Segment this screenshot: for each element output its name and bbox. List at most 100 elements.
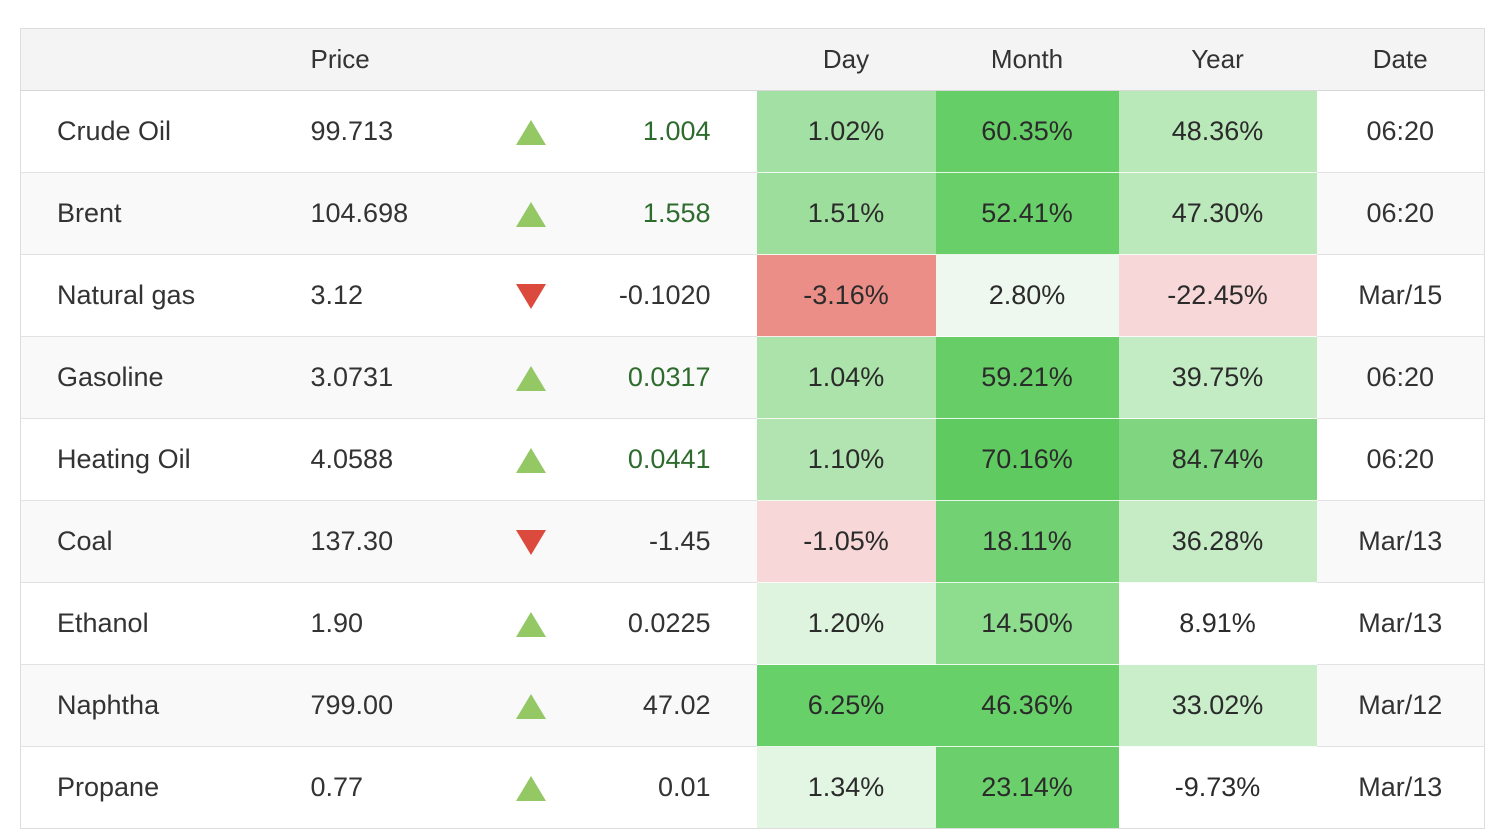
header-name <box>20 28 311 91</box>
arrow-cell <box>460 336 601 419</box>
header-day: Day <box>756 28 936 91</box>
commodities-table: Price Day Month Year Date Crude Oil 99.7… <box>20 28 1485 829</box>
day-percent-cell: 1.04% <box>756 336 936 419</box>
table-row: Coal 137.30 -1.45 -1.05% 18.11% 36.28% M… <box>20 500 1485 583</box>
price-value: 137.30 <box>310 500 461 583</box>
year-percent-cell: -22.45% <box>1118 254 1317 337</box>
change-value: -1.45 <box>600 500 757 583</box>
table-header: Price Day Month Year Date <box>20 28 1485 91</box>
table-row: Crude Oil 99.713 1.004 1.02% 60.35% 48.3… <box>21 90 1485 173</box>
arrow-cell <box>460 418 601 501</box>
day-percent-cell: 6.25% <box>756 664 936 747</box>
change-value: 1.004 <box>642 116 711 146</box>
commodity-name[interactable]: Ethanol <box>20 582 311 665</box>
commodities-table-container: Price Day Month Year Date Crude Oil 99.7… <box>20 28 1485 829</box>
commodity-name[interactable]: Naphtha <box>20 664 311 747</box>
date-value: 06:20 <box>1316 336 1485 419</box>
arrow-down-icon <box>515 284 546 310</box>
date-value: Mar/13 <box>1316 746 1485 829</box>
day-percent-cell: 1.02% <box>756 90 936 173</box>
commodity-name[interactable]: Gasoline <box>20 336 311 419</box>
arrow-cell <box>460 254 601 337</box>
arrow-up-icon <box>515 202 546 228</box>
arrow-up-icon <box>515 120 546 146</box>
price-value: 99.713 <box>310 116 394 146</box>
day-percent-cell: 1.20% <box>756 582 936 665</box>
arrow-cell <box>460 172 601 255</box>
year-percent-cell: 84.74% <box>1118 418 1317 501</box>
year-percent-cell: 8.91% <box>1118 582 1317 665</box>
arrow-up-icon <box>515 366 546 392</box>
year-percent-cell: 48.36% <box>1118 90 1317 173</box>
price-value: 799.00 <box>310 664 461 747</box>
arrow-up-icon <box>515 694 546 720</box>
commodity-name[interactable]: Brent <box>20 172 311 255</box>
price-value: 0.77 <box>310 746 461 829</box>
day-percent-cell: 1.10% <box>756 418 936 501</box>
date-value: Mar/13 <box>1316 582 1485 665</box>
commodity-name[interactable]: Coal <box>20 500 311 583</box>
day-percent-cell: 1.51% <box>756 172 936 255</box>
table-row: Heating Oil 4.0588 0.0441 1.10% 70.16% 8… <box>20 418 1485 501</box>
table-row: Naphtha 799.00 47.02 6.25% 46.36% 33.02%… <box>20 664 1485 747</box>
day-percent-cell: -1.05% <box>756 500 936 583</box>
arrow-cell <box>460 664 601 747</box>
date-value: Mar/13 <box>1316 500 1485 583</box>
day-percent-cell: 1.34% <box>756 746 936 829</box>
commodity-name[interactable]: Natural gas <box>20 254 311 337</box>
arrow-cell <box>460 500 601 583</box>
table-row: Propane 0.77 0.01 1.34% 23.14% -9.73% Ma… <box>20 746 1485 829</box>
table-row: Brent 104.698 1.558 1.51% 52.41% 47.30% … <box>20 172 1485 255</box>
month-percent-cell: 46.36% <box>935 664 1119 747</box>
month-percent-cell: 2.80% <box>935 254 1119 337</box>
change-value: 0.01 <box>600 746 757 829</box>
header-month: Month <box>935 28 1119 91</box>
arrow-up-icon <box>515 612 546 638</box>
date-value: 06:20 <box>1316 172 1485 255</box>
arrow-cell <box>460 582 601 665</box>
arrow-up-icon <box>515 776 546 802</box>
table-body: Crude Oil 99.713 1.004 1.02% 60.35% 48.3… <box>20 90 1485 829</box>
price-value: 1.90 <box>310 582 461 665</box>
year-percent-cell: 36.28% <box>1118 500 1317 583</box>
header-price: Price <box>310 28 461 91</box>
header-row: Price Day Month Year Date <box>20 28 1485 91</box>
price-value: 4.0588 <box>310 418 461 501</box>
change-value: 1.558 <box>600 172 757 255</box>
header-change <box>600 28 757 91</box>
change-value: -0.1020 <box>600 254 757 337</box>
commodity-name[interactable]: Propane <box>20 746 311 829</box>
arrow-down-icon <box>515 530 546 556</box>
month-percent-cell: 70.16% <box>935 418 1119 501</box>
year-percent-cell: 39.75% <box>1118 336 1317 419</box>
date-value: 06:20 <box>1366 116 1435 146</box>
commodity-name[interactable]: Crude Oil <box>57 116 172 146</box>
month-percent-cell: 18.11% <box>935 500 1119 583</box>
price-value: 3.12 <box>310 254 461 337</box>
month-percent-cell: 23.14% <box>935 746 1119 829</box>
year-percent-cell: 47.30% <box>1118 172 1317 255</box>
year-percent-cell: -9.73% <box>1118 746 1317 829</box>
month-percent-cell: 59.21% <box>935 336 1119 419</box>
date-value: Mar/15 <box>1316 254 1485 337</box>
commodity-name[interactable]: Heating Oil <box>20 418 311 501</box>
header-date: Date <box>1316 28 1485 91</box>
table-row: Gasoline 3.0731 0.0317 1.04% 59.21% 39.7… <box>20 336 1485 419</box>
year-percent-cell: 33.02% <box>1118 664 1317 747</box>
price-value: 104.698 <box>310 172 461 255</box>
day-percent-cell: -3.16% <box>756 254 936 337</box>
price-value: 3.0731 <box>310 336 461 419</box>
header-arrow <box>460 28 601 91</box>
change-value: 0.0317 <box>600 336 757 419</box>
change-value: 47.02 <box>600 664 757 747</box>
table-row: Natural gas 3.12 -0.1020 -3.16% 2.80% -2… <box>20 254 1485 337</box>
month-percent-cell: 52.41% <box>935 172 1119 255</box>
change-value: 0.0441 <box>600 418 757 501</box>
header-year: Year <box>1118 28 1317 91</box>
arrow-cell <box>461 91 601 173</box>
date-value: 06:20 <box>1316 418 1485 501</box>
month-percent-cell: 60.35% <box>935 90 1119 173</box>
arrow-cell <box>460 746 601 829</box>
table-row: Ethanol 1.90 0.0225 1.20% 14.50% 8.91% M… <box>20 582 1485 665</box>
month-percent-cell: 14.50% <box>935 582 1119 665</box>
